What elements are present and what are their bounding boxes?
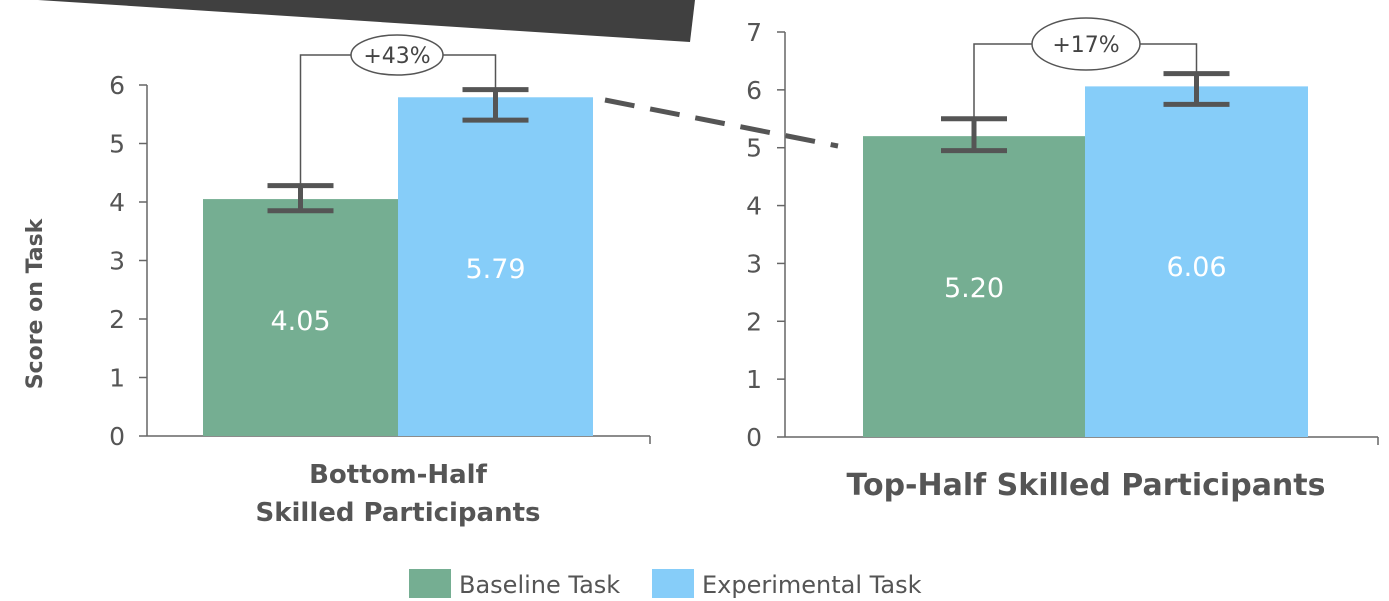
annotation-oval	[350, 34, 444, 76]
y-tick-label: 2	[109, 305, 125, 334]
y-tick-label: 5	[746, 134, 762, 163]
bar-baseline	[203, 199, 398, 436]
y-tick-label: 0	[109, 422, 125, 451]
y-tick-label: 1	[746, 365, 762, 394]
y-ticks-panel-1: 0 1 2 3 4 5 6	[109, 71, 147, 451]
panel-bottom-half: Score on Task 0 1 2 3 4 5 6 4.05 5.79 +43% Bot…	[23, 34, 651, 528]
legend: Baseline Task Experimental Task	[409, 569, 922, 599]
legend-label-experimental: Experimental Task	[702, 571, 922, 599]
category-label-line-1: Bottom-Half	[309, 460, 487, 490]
y-tick-label: 2	[746, 307, 762, 336]
panel-top-half: 0 1 2 3 4 5 6 7 5.20 6.06 +17% Top-Half Skilled…	[746, 17, 1379, 503]
bar-baseline	[863, 136, 1085, 437]
comparison-bracket	[299, 54, 497, 186]
legend-swatch-experimental	[652, 569, 694, 598]
annotation-label: +43%	[363, 44, 430, 69]
y-tick-label: 0	[746, 423, 762, 452]
arrow-decoration	[38, 0, 695, 42]
y-tick-label: 4	[746, 192, 762, 221]
y-tick-label: 6	[109, 71, 125, 100]
y-tick-label: 3	[746, 249, 762, 278]
y-tick-label: 4	[109, 188, 125, 217]
bar-value-label: 5.79	[465, 254, 525, 285]
annotation-label: +17%	[1052, 33, 1119, 58]
annotation-oval	[1031, 17, 1141, 71]
error-bar	[941, 116, 1007, 154]
legend-label-baseline: Baseline Task	[459, 571, 620, 599]
y-axis-label: Score on Task	[23, 217, 48, 389]
bar-experimental	[398, 97, 593, 436]
bar-value-label: 4.05	[270, 306, 330, 337]
y-ticks-panel-2: 0 1 2 3 4 5 6 7	[746, 18, 785, 452]
y-tick-label: 5	[109, 130, 125, 159]
y-tick-label: 7	[746, 18, 762, 47]
category-label: Top-Half Skilled Participants	[846, 468, 1325, 503]
y-tick-label: 6	[746, 76, 762, 105]
category-label-line-2: Skilled Participants	[255, 498, 540, 528]
bar-value-label: 6.06	[1166, 252, 1226, 283]
y-tick-label: 3	[109, 247, 125, 276]
comparison-bracket	[973, 43, 1198, 119]
legend-swatch-baseline	[409, 569, 451, 598]
y-tick-label: 1	[109, 364, 125, 393]
dashed-connector	[604, 97, 839, 149]
bar-value-label: 5.20	[944, 273, 1004, 304]
bar-experimental	[1085, 86, 1308, 437]
